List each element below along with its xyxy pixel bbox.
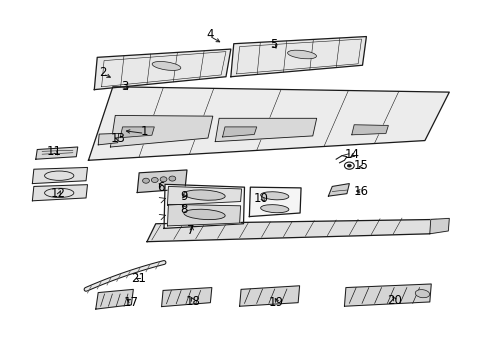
Text: 16: 16: [353, 185, 368, 198]
Ellipse shape: [183, 209, 224, 220]
Polygon shape: [344, 284, 430, 306]
Ellipse shape: [183, 190, 224, 200]
Text: 19: 19: [268, 296, 283, 309]
Polygon shape: [36, 147, 78, 159]
Text: 12: 12: [51, 187, 65, 200]
Ellipse shape: [287, 50, 316, 59]
Circle shape: [151, 177, 158, 183]
Text: 2: 2: [99, 66, 106, 79]
Text: 17: 17: [123, 296, 139, 309]
Polygon shape: [239, 286, 299, 306]
Ellipse shape: [260, 204, 288, 213]
Polygon shape: [98, 134, 119, 145]
Circle shape: [160, 177, 166, 182]
Polygon shape: [88, 87, 448, 160]
Polygon shape: [163, 184, 244, 228]
Polygon shape: [222, 127, 256, 137]
Text: 9: 9: [180, 190, 187, 203]
Ellipse shape: [414, 290, 429, 298]
Ellipse shape: [152, 62, 181, 71]
Polygon shape: [137, 170, 186, 193]
Polygon shape: [351, 125, 387, 135]
Polygon shape: [120, 127, 154, 138]
Text: 20: 20: [386, 294, 401, 307]
Text: 18: 18: [185, 296, 201, 309]
Text: 14: 14: [344, 148, 359, 161]
Text: 21: 21: [130, 272, 145, 285]
Polygon shape: [429, 219, 448, 234]
Text: 10: 10: [254, 192, 268, 205]
Text: 3: 3: [121, 80, 128, 93]
Polygon shape: [249, 187, 301, 217]
Text: 13: 13: [110, 132, 125, 145]
Text: 6: 6: [157, 181, 164, 194]
Text: 8: 8: [180, 203, 187, 216]
Polygon shape: [167, 186, 241, 205]
Polygon shape: [94, 49, 230, 90]
Polygon shape: [230, 37, 366, 77]
Text: 4: 4: [206, 28, 214, 41]
Polygon shape: [328, 184, 348, 196]
Text: 11: 11: [47, 145, 61, 158]
Polygon shape: [147, 220, 436, 242]
Circle shape: [142, 178, 149, 183]
Polygon shape: [32, 185, 87, 201]
Text: 15: 15: [353, 159, 368, 172]
Circle shape: [346, 164, 350, 167]
Text: 1: 1: [141, 125, 148, 138]
Text: 5: 5: [269, 38, 277, 51]
Polygon shape: [167, 204, 240, 226]
Ellipse shape: [260, 192, 288, 200]
Circle shape: [168, 176, 175, 181]
Polygon shape: [110, 116, 212, 147]
Text: 7: 7: [187, 224, 194, 238]
Polygon shape: [96, 289, 133, 309]
Polygon shape: [32, 167, 87, 184]
Polygon shape: [215, 118, 316, 141]
Polygon shape: [161, 288, 211, 307]
